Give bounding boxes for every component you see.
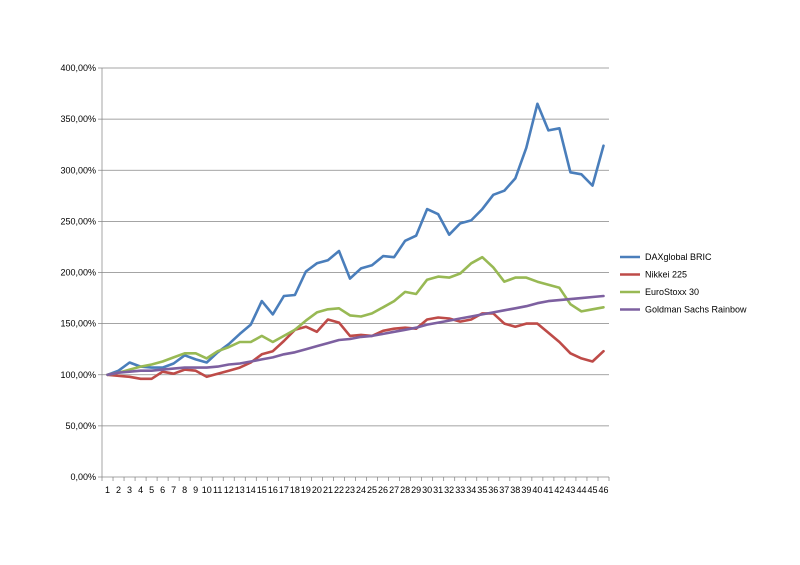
x-tick-label: 19 — [301, 485, 311, 495]
x-tick-label: 5 — [149, 485, 154, 495]
x-tick-label: 15 — [257, 485, 267, 495]
x-tick-label: 9 — [193, 485, 198, 495]
x-tick-label: 3 — [127, 485, 132, 495]
x-tick-label: 7 — [171, 485, 176, 495]
x-tick-label: 46 — [598, 485, 608, 495]
x-tick-label: 23 — [345, 485, 355, 495]
x-tick-label: 43 — [565, 485, 575, 495]
y-tick-label: 0,00% — [70, 472, 96, 482]
series-line — [106, 255, 605, 377]
x-tick-label: 45 — [587, 485, 597, 495]
x-tick-label: 28 — [400, 485, 410, 495]
x-tick-label: 1 — [105, 485, 110, 495]
legend-label: EuroStoxx 30 — [645, 287, 699, 297]
legend: DAXglobal BRIC Nikkei 225 EuroStoxx 30 Gold… — [620, 252, 747, 315]
series-lines — [106, 102, 605, 381]
x-tick-label: 11 — [213, 485, 222, 495]
series-line — [106, 312, 605, 381]
x-tick-label: 44 — [576, 485, 586, 495]
y-tick-label: 400,00% — [60, 63, 96, 73]
x-tick-label: 34 — [466, 485, 476, 495]
x-tick-label: 22 — [334, 485, 344, 495]
x-axis-ticks: 1 2 3 4 5 6 7 8 9 10 11 12 13 14 15 16 17 18 19 20 21 22 23 24 2… — [101, 477, 610, 495]
y-tick-label: 50,00% — [65, 421, 96, 431]
x-tick-label: 41 — [543, 485, 553, 495]
legend-label: DAXglobal BRIC — [645, 252, 712, 262]
legend-label: Nikkei 225 — [645, 270, 687, 280]
x-tick-label: 32 — [444, 485, 454, 495]
x-tick-label: 17 — [279, 485, 289, 495]
series-line — [106, 102, 605, 377]
x-tick-label: 36 — [488, 485, 498, 495]
y-tick-label: 150,00% — [60, 319, 96, 329]
x-tick-label: 2 — [116, 485, 121, 495]
x-tick-label: 42 — [554, 485, 564, 495]
x-tick-label: 6 — [160, 485, 165, 495]
y-tick-label: 100,00% — [60, 370, 96, 380]
x-tick-label: 18 — [290, 485, 300, 495]
x-tick-label: 40 — [532, 485, 542, 495]
x-tick-label: 38 — [510, 485, 520, 495]
gridlines — [102, 67, 609, 427]
x-tick-label: 27 — [389, 485, 399, 495]
y-tick-label: 350,00% — [60, 114, 96, 124]
x-tick-label: 12 — [224, 485, 234, 495]
y-tick-label: 250,00% — [60, 216, 96, 226]
x-tick-label: 14 — [246, 485, 256, 495]
x-tick-label: 26 — [378, 485, 388, 495]
x-tick-label: 31 — [433, 485, 443, 495]
y-tick-label: 200,00% — [60, 268, 96, 278]
x-tick-label: 10 — [202, 485, 212, 495]
x-tick-label: 4 — [138, 485, 143, 495]
y-axis-ticks: 0,00% 50,00% 100,00% 150,00% 200,00% 250,00% 3… — [60, 63, 102, 482]
x-tick-label: 20 — [312, 485, 322, 495]
x-tick-label: 25 — [367, 485, 377, 495]
x-tick-label: 24 — [356, 485, 366, 495]
x-tick-label: 37 — [499, 485, 509, 495]
x-tick-label: 33 — [455, 485, 465, 495]
x-tick-label: 35 — [477, 485, 487, 495]
legend-label: Goldman Sachs Rainbow — [645, 305, 747, 315]
x-tick-label: 16 — [268, 485, 278, 495]
x-tick-label: 29 — [411, 485, 421, 495]
series-line — [106, 294, 605, 377]
y-tick-label: 300,00% — [60, 165, 96, 175]
x-tick-label: 21 — [323, 485, 333, 495]
x-tick-label: 39 — [521, 485, 531, 495]
x-tick-label: 13 — [235, 485, 245, 495]
x-tick-label: 8 — [182, 485, 187, 495]
x-tick-label: 30 — [422, 485, 432, 495]
